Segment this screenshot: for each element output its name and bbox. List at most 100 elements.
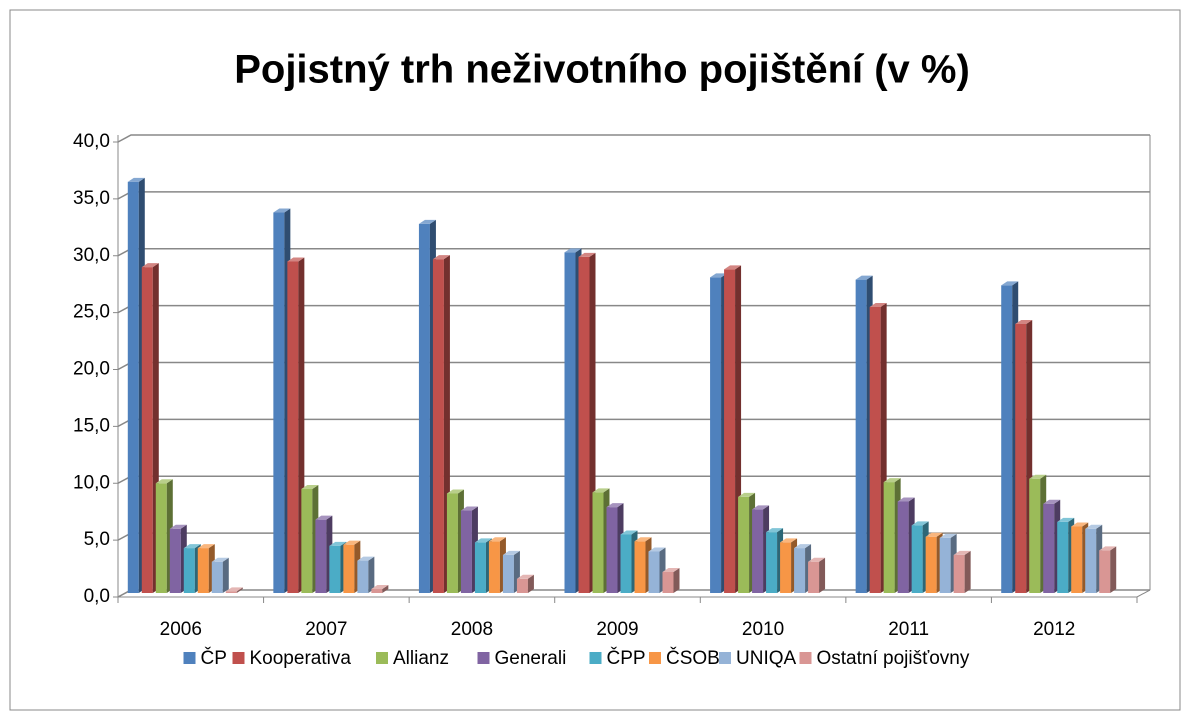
bar-front — [225, 591, 237, 593]
bar-front — [211, 561, 223, 593]
bar-top — [502, 550, 520, 555]
bar-top — [371, 585, 389, 590]
bar-top — [127, 177, 145, 182]
bar-top — [794, 544, 812, 549]
legend-label: Kooperativa — [250, 648, 352, 669]
bar-top — [1071, 522, 1089, 527]
bar-side — [819, 557, 826, 593]
legend-swatch — [376, 652, 388, 664]
bar-front — [301, 488, 313, 593]
bar-top — [606, 503, 624, 508]
x-tick-label: 2007 — [305, 619, 347, 640]
y-tick-label: 15,0 — [73, 415, 110, 436]
bar-top — [925, 532, 943, 537]
bar-front — [883, 482, 895, 593]
x-tick-label: 2010 — [742, 619, 784, 640]
bar-front — [710, 277, 722, 593]
bar-front — [897, 501, 909, 593]
bar — [808, 557, 826, 593]
bar-side — [527, 574, 534, 593]
bar-front — [808, 561, 820, 593]
bar-front — [634, 541, 646, 593]
bar-front — [460, 510, 472, 593]
bar-front — [1015, 324, 1027, 593]
bar-top — [418, 219, 436, 224]
bar-top — [710, 273, 728, 278]
bar-front — [564, 252, 576, 593]
chart-title: Pojistný trh neživotního pojištění (v %) — [234, 48, 970, 92]
bar-front — [911, 525, 923, 593]
bar-top — [516, 574, 534, 579]
bar-side — [236, 587, 243, 593]
bar — [1099, 546, 1117, 593]
bar — [516, 574, 534, 593]
bar-top — [446, 489, 464, 494]
bar-front — [488, 541, 500, 593]
bar-side — [1110, 546, 1117, 593]
bar — [953, 550, 971, 593]
bar-front — [648, 551, 660, 593]
bar-top — [780, 538, 798, 543]
bar-front — [141, 267, 153, 593]
bar-front — [273, 212, 285, 593]
bar-top — [287, 257, 305, 262]
y-tick-label: 10,0 — [73, 472, 110, 493]
bar-front — [169, 528, 181, 593]
bar-top — [766, 528, 784, 533]
bar-front — [1071, 526, 1083, 593]
bar — [211, 557, 229, 593]
bar-top — [578, 252, 596, 257]
bar-top — [1029, 474, 1047, 479]
bar-top — [1085, 524, 1103, 529]
bar-top — [460, 506, 478, 511]
legend-swatch — [183, 652, 196, 664]
bar-top — [474, 538, 492, 543]
bar-top — [141, 263, 159, 268]
x-tick-label: 2006 — [160, 619, 202, 640]
bar-front — [329, 545, 341, 593]
legend-swatch — [477, 652, 490, 664]
legend-label: ČP — [201, 647, 227, 669]
y-tick-label: 40,0 — [73, 131, 110, 152]
bar-top — [301, 484, 319, 489]
bar-top — [155, 479, 173, 484]
y-tick-label: 30,0 — [73, 245, 110, 266]
bar-front — [578, 256, 590, 593]
bar-top — [315, 515, 333, 520]
bar-front — [939, 537, 951, 593]
bar-top — [939, 533, 957, 538]
bar-top — [564, 248, 582, 253]
bar-front — [371, 589, 383, 593]
x-tick-label: 2012 — [1033, 619, 1075, 640]
bar — [662, 567, 680, 593]
bar-front — [794, 548, 806, 593]
bar-top — [488, 537, 506, 542]
bar-front — [766, 532, 778, 593]
bar-front — [315, 519, 327, 593]
legend-label: UNIQA — [736, 648, 797, 669]
bar-top — [169, 524, 187, 529]
bar-front — [724, 269, 736, 593]
bar-side — [673, 567, 680, 593]
bar-front — [432, 259, 444, 593]
bar-front — [287, 261, 299, 593]
y-tick-label: 0,0 — [84, 586, 110, 607]
bar-front — [752, 509, 764, 593]
legend-label: Generali — [495, 648, 567, 669]
bar-side — [368, 556, 375, 593]
legend-swatch — [799, 652, 812, 664]
bar-front — [357, 560, 369, 593]
bar-top — [724, 265, 742, 270]
bar-top — [432, 255, 450, 260]
bar-front — [606, 507, 618, 593]
bar-top — [883, 478, 901, 483]
x-tick-label: 2009 — [596, 619, 638, 640]
bar-front — [780, 542, 792, 593]
bar-top — [953, 550, 971, 555]
bar-front — [183, 548, 195, 593]
bar-front — [869, 306, 881, 593]
bar-front — [127, 181, 139, 593]
x-tick-label: 2008 — [451, 619, 493, 640]
bar-top — [211, 557, 229, 562]
